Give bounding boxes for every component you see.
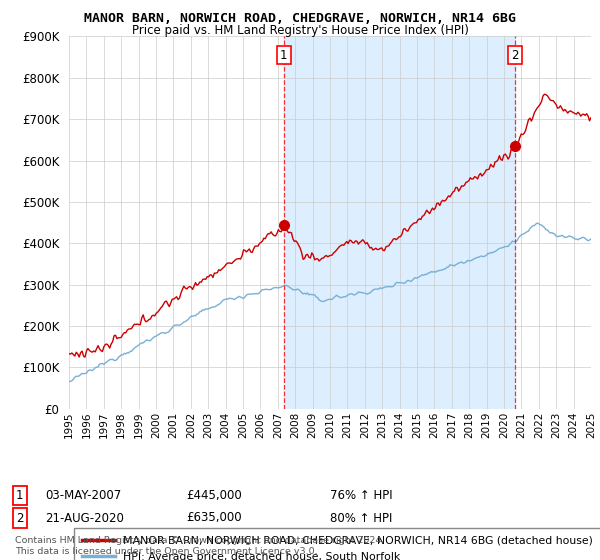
- Text: 80% ↑ HPI: 80% ↑ HPI: [330, 511, 392, 525]
- Text: 2: 2: [511, 49, 519, 62]
- Text: £635,000: £635,000: [186, 511, 242, 525]
- Legend: MANOR BARN, NORWICH ROAD, CHEDGRAVE, NORWICH, NR14 6BG (detached house), HPI: Av: MANOR BARN, NORWICH ROAD, CHEDGRAVE, NOR…: [74, 528, 600, 560]
- Bar: [284, 36, 515, 409]
- Text: 03-MAY-2007: 03-MAY-2007: [45, 489, 121, 502]
- Text: 2: 2: [16, 511, 23, 525]
- Text: MANOR BARN, NORWICH ROAD, CHEDGRAVE, NORWICH, NR14 6BG: MANOR BARN, NORWICH ROAD, CHEDGRAVE, NOR…: [84, 12, 516, 25]
- Text: 76% ↑ HPI: 76% ↑ HPI: [330, 489, 392, 502]
- Text: 21-AUG-2020: 21-AUG-2020: [45, 511, 124, 525]
- Text: £445,000: £445,000: [186, 489, 242, 502]
- Text: 1: 1: [280, 49, 287, 62]
- Text: Price paid vs. HM Land Registry's House Price Index (HPI): Price paid vs. HM Land Registry's House …: [131, 24, 469, 36]
- Text: 1: 1: [16, 489, 23, 502]
- Text: Contains HM Land Registry data © Crown copyright and database right 2024.
This d: Contains HM Land Registry data © Crown c…: [15, 536, 385, 556]
